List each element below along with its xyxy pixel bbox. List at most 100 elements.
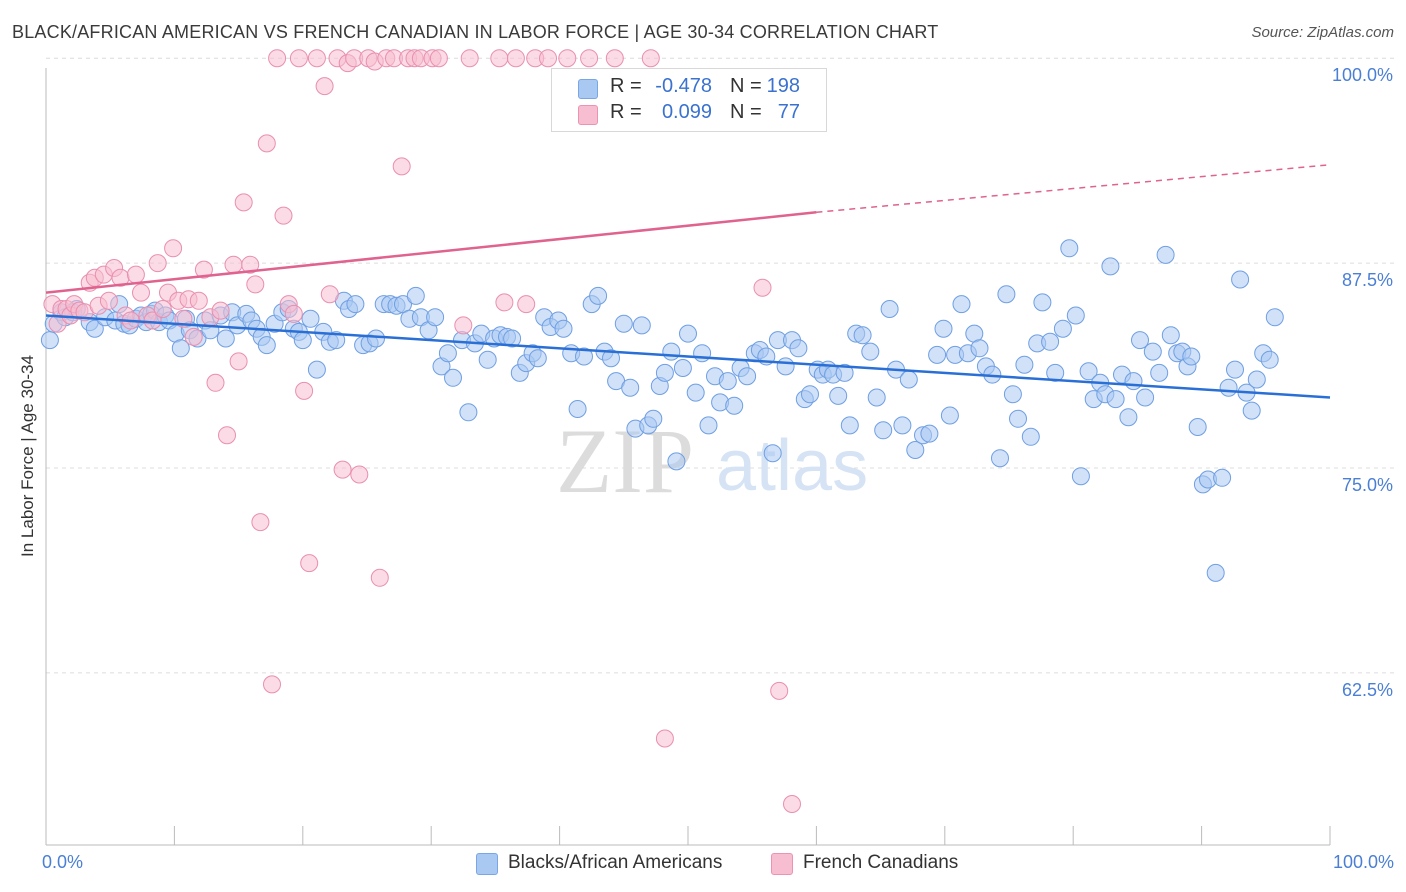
legend-r-value: -0.478 — [655, 75, 712, 97]
point-french-30 — [194, 260, 213, 279]
legend-n-label: N = — [730, 101, 762, 123]
legend-row-french: R = 0.099 N = 77 — [552, 101, 826, 127]
point-french-74 — [517, 295, 536, 314]
point-french-60 — [370, 568, 389, 587]
point-blacks-96 — [644, 409, 663, 428]
point-french-36 — [229, 352, 248, 371]
point-blacks-153 — [1003, 385, 1022, 404]
point-blacks-158 — [1033, 293, 1052, 312]
point-french-18 — [132, 283, 150, 302]
point-blacks-85 — [575, 347, 593, 366]
point-blacks-190 — [1226, 360, 1244, 379]
point-blacks-130 — [853, 326, 872, 345]
point-french-68 — [429, 49, 448, 68]
point-french-50 — [307, 49, 326, 68]
point-blacks-131 — [861, 342, 880, 361]
point-french-44 — [274, 206, 293, 225]
point-blacks-133 — [874, 421, 893, 440]
point-blacks-174 — [1131, 331, 1149, 350]
point-french-54 — [333, 460, 352, 479]
point-blacks-163 — [1066, 306, 1085, 325]
point-blacks-148 — [970, 339, 989, 358]
legend-swatch-blue — [578, 79, 598, 99]
point-blacks-102 — [679, 324, 697, 343]
point-french-78 — [580, 49, 599, 68]
point-blacks-160 — [1046, 363, 1065, 382]
point-blacks-103 — [686, 383, 705, 402]
y-tick-label-2: 75.0% — [1341, 474, 1393, 495]
point-blacks-89 — [602, 349, 620, 368]
point-french-51 — [315, 77, 334, 96]
trend-lines — [45, 163, 1331, 399]
point-blacks-87 — [589, 286, 608, 305]
point-french-72 — [495, 293, 514, 312]
point-blacks-101 — [673, 359, 692, 377]
point-french-49 — [300, 554, 319, 573]
point-french-41 — [257, 134, 276, 153]
point-blacks-59 — [406, 286, 425, 305]
point-french-77 — [558, 49, 577, 68]
point-blacks-179 — [1161, 326, 1180, 345]
point-blacks-108 — [718, 372, 737, 391]
point-french-73 — [506, 49, 525, 68]
point-french-84 — [783, 795, 801, 813]
point-blacks-177 — [1150, 363, 1169, 382]
point-blacks-65 — [444, 368, 462, 387]
legend-r-value: 0.099 — [661, 101, 712, 123]
point-blacks-53 — [367, 329, 385, 348]
point-blacks-191 — [1231, 270, 1250, 289]
point-blacks-50 — [346, 295, 365, 314]
point-blacks-138 — [906, 441, 925, 459]
point-blacks-183 — [1182, 347, 1201, 366]
point-french-46 — [284, 304, 303, 323]
point-blacks-197 — [1265, 308, 1284, 327]
point-french-57 — [350, 465, 369, 484]
point-blacks-100 — [667, 452, 686, 471]
source-credit: Source: ZipAtlas.com — [1251, 24, 1394, 41]
data-points — [40, 49, 1284, 813]
point-blacks-82 — [554, 319, 573, 338]
point-blacks-78 — [528, 349, 547, 368]
series-legend: Blacks/African Americans French Canadian… — [0, 852, 1406, 878]
point-french-12 — [99, 291, 118, 310]
point-french-33 — [211, 301, 230, 320]
point-blacks-194 — [1247, 370, 1266, 389]
point-blacks-104 — [693, 344, 712, 363]
point-french-69 — [454, 316, 473, 335]
legend-swatch-pink — [578, 105, 598, 125]
trend-line-french — [45, 211, 817, 294]
point-blacks-193 — [1242, 401, 1261, 420]
point-french-39 — [246, 275, 265, 294]
point-blacks-84 — [568, 400, 587, 418]
legend-swatch-blue — [476, 853, 498, 875]
point-blacks-134 — [880, 300, 899, 318]
watermark-atlas: atlas — [716, 426, 868, 506]
point-blacks-142 — [934, 319, 953, 338]
point-french-40 — [251, 513, 270, 532]
trend-line-french-extension — [816, 163, 1331, 214]
point-blacks-141 — [928, 345, 947, 364]
point-blacks-165 — [1079, 362, 1098, 381]
point-blacks-136 — [893, 416, 912, 435]
y-tick-label-0: 100.0% — [1331, 65, 1393, 86]
point-blacks-43 — [301, 309, 320, 328]
point-blacks-7 — [85, 319, 104, 338]
point-blacks-117 — [776, 357, 795, 376]
point-french-81 — [655, 729, 674, 748]
y-tick-label-3: 62.5% — [1341, 679, 1393, 700]
point-blacks-152 — [997, 285, 1016, 304]
point-french-35 — [224, 255, 243, 274]
legend-label-french: French Canadians — [803, 852, 959, 873]
x-tick-label-0: 0.0% — [42, 852, 84, 872]
point-blacks-67 — [459, 403, 478, 422]
point-french-83 — [770, 681, 789, 700]
point-blacks-99 — [662, 342, 681, 361]
point-blacks-156 — [1021, 427, 1040, 446]
point-blacks-176 — [1143, 342, 1162, 361]
point-french-32 — [206, 373, 225, 392]
legend-n-value: 198 — [766, 75, 800, 97]
point-french-43 — [268, 49, 287, 68]
point-french-21 — [148, 254, 167, 273]
point-blacks-159 — [1041, 332, 1060, 351]
point-french-47 — [289, 49, 308, 68]
